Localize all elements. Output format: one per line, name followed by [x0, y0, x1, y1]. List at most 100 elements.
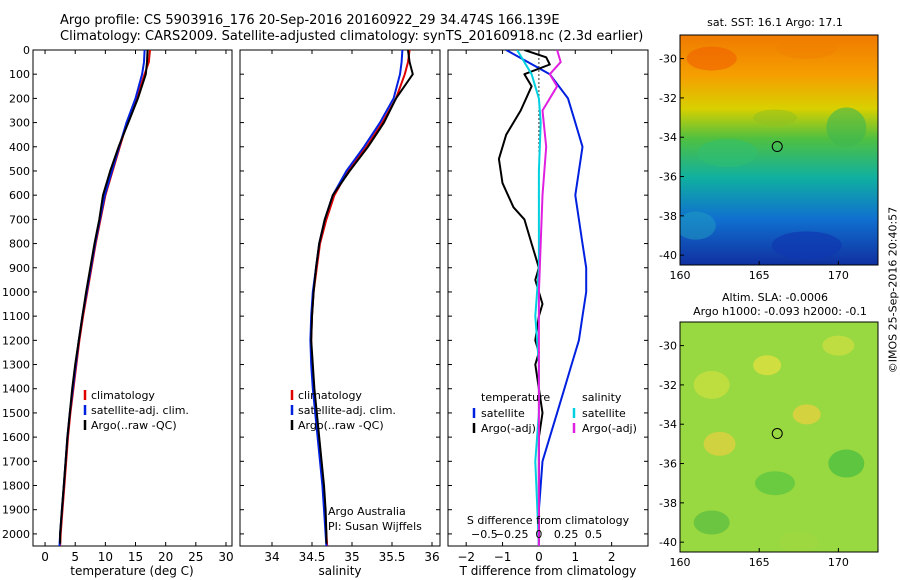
legend-entry: Argo(-adj) [481, 422, 536, 435]
map-field-patch [693, 510, 730, 535]
header-line2: Climatology: CARS2009. Satellite-adjuste… [60, 29, 644, 44]
y-tick-label: 700 [9, 213, 30, 226]
x-tick-label: 20 [158, 550, 173, 564]
map-field-patch [778, 532, 819, 552]
map-y-tick-label: -36 [659, 458, 677, 471]
y-tick-label: 1000 [2, 286, 30, 299]
map-field-patch [703, 431, 736, 456]
map-y-tick-label: -38 [659, 497, 677, 510]
map-x-tick-label: 170 [828, 556, 849, 569]
y-tick-label: 1300 [2, 359, 30, 372]
series-line-2 [310, 50, 414, 544]
y-tick-label: 1500 [2, 407, 30, 420]
y-tick-label: 600 [9, 189, 30, 202]
map-field-patch [755, 471, 796, 496]
y-tick-label: 800 [9, 238, 30, 251]
map-x-tick-label: 160 [670, 556, 691, 569]
y-tick-label: 1900 [2, 504, 30, 517]
map-x-tick-label: 165 [749, 556, 770, 569]
map-y-tick-label: -40 [659, 536, 677, 549]
legend-entry: satellite [582, 407, 626, 420]
x-tick-label: −1 [494, 550, 512, 564]
x-tick-label: 34.5 [299, 550, 326, 564]
x-tick-label: 35 [344, 550, 359, 564]
map-field-patch [828, 449, 865, 478]
series-line-2 [59, 50, 149, 544]
sst-map: sat. SST: 16.1 Argo: 17.1 160 165 170 -30 -3… [659, 16, 879, 282]
legend-title-salinity: salinity [582, 391, 622, 404]
x-tick-label: 36 [424, 550, 439, 564]
annotation-pi: PI: Susan Wijffels [328, 520, 422, 533]
legend-entry: satellite-adj. clim. [91, 404, 189, 417]
sst-map-frame [679, 34, 879, 266]
map-y-tick-label: -30 [659, 53, 677, 66]
temperature-panel: 0100200300400500600700800900100011001200… [2, 44, 234, 578]
sst-map-title: sat. SST: 16.1 Argo: 17.1 [707, 16, 843, 29]
y-tick-label: 2000 [2, 528, 30, 541]
s-difference-title: S difference from climatology [467, 514, 630, 527]
map-field-patch [693, 370, 730, 399]
map-field-patch [792, 404, 821, 425]
side-stamp: ©IMOS 25-Sep-2016 20:40:57 [886, 206, 900, 374]
map-y-tick-label: -40 [659, 249, 677, 262]
map-field-patch [753, 109, 798, 126]
legend-entry: climatology [91, 389, 155, 402]
temperature-plot-frame [32, 49, 233, 547]
y-tick-label: 900 [9, 262, 30, 275]
legend-title-temperature: temperature [481, 391, 550, 404]
y-tick-label: 400 [9, 141, 30, 154]
y-tick-label: 300 [9, 117, 30, 130]
y-tick-label: 200 [9, 92, 30, 105]
map-field-patch [771, 231, 842, 260]
series-line-0 [505, 50, 588, 546]
s-tick-label: 0.25 [554, 528, 579, 541]
map-field-patch [826, 107, 867, 148]
y-tick-label: 1100 [2, 310, 30, 323]
x-tick-label: 25 [188, 550, 203, 564]
map-y-tick-label: -38 [659, 210, 677, 223]
map-x-tick-label: 165 [749, 269, 770, 282]
map-field-patch [680, 211, 716, 240]
legend-entry: satellite [481, 407, 525, 420]
sst-float-marker [771, 141, 783, 153]
legend-entry: satellite-adj. clim. [298, 404, 396, 417]
legend-entry: Argo(..raw -QC) [91, 419, 177, 432]
difference-panel: −2 −1 0 1 2 temperature salinity satellite Argo… [447, 49, 649, 578]
y-tick-label: 1800 [2, 480, 30, 493]
s-tick-label: −0.5 [471, 528, 498, 541]
y-tick-label: 1700 [2, 455, 30, 468]
s-tick-label: 0.5 [585, 528, 603, 541]
map-field-patch [686, 46, 737, 71]
map-x-tick-label: 170 [828, 269, 849, 282]
legend-entry: Argo(-adj) [582, 422, 637, 435]
y-tick-label: 500 [9, 165, 30, 178]
sla-map-title-2: Argo h1000: -0.093 h2000: -0.1 [693, 305, 867, 318]
x-tick-label: 2 [608, 550, 616, 564]
x-tick-label: 0 [41, 550, 49, 564]
map-y-tick-label: -34 [659, 418, 677, 431]
salinity-plot-frame [239, 49, 441, 547]
salinity-panel: 34 34.5 35 35.5 36 climatology satellite-adj.… [239, 49, 441, 578]
map-field-patch [776, 38, 837, 59]
map-field-patch [697, 138, 758, 167]
x-tick-label: 15 [128, 550, 143, 564]
difference-plot-frame [447, 49, 649, 547]
s-tick-label: −0.25 [495, 528, 529, 541]
map-y-tick-label: -36 [659, 171, 677, 184]
sla-map-title-1: Altim. SLA: -0.0006 [722, 291, 828, 304]
y-tick-label: 1600 [2, 431, 30, 444]
map-y-tick-label: -32 [659, 379, 677, 392]
s-tick-label: 0 [535, 528, 542, 541]
y-tick-label: 1400 [2, 383, 30, 396]
y-tick-label: 0 [23, 44, 30, 57]
t-difference-xlabel: T difference from climatology [459, 564, 637, 578]
map-y-tick-label: -30 [659, 340, 677, 353]
header-line1: Argo profile: CS 5903916_176 20-Sep-2016… [60, 13, 560, 28]
map-y-tick-label: -32 [659, 92, 677, 105]
sla-float-marker [771, 428, 783, 440]
x-tick-label: 30 [218, 550, 233, 564]
x-tick-label: 0 [535, 550, 543, 564]
x-tick-label: 10 [98, 550, 113, 564]
sla-map: Altim. SLA: -0.0006 Argo h1000: -0.093 h… [659, 291, 879, 569]
